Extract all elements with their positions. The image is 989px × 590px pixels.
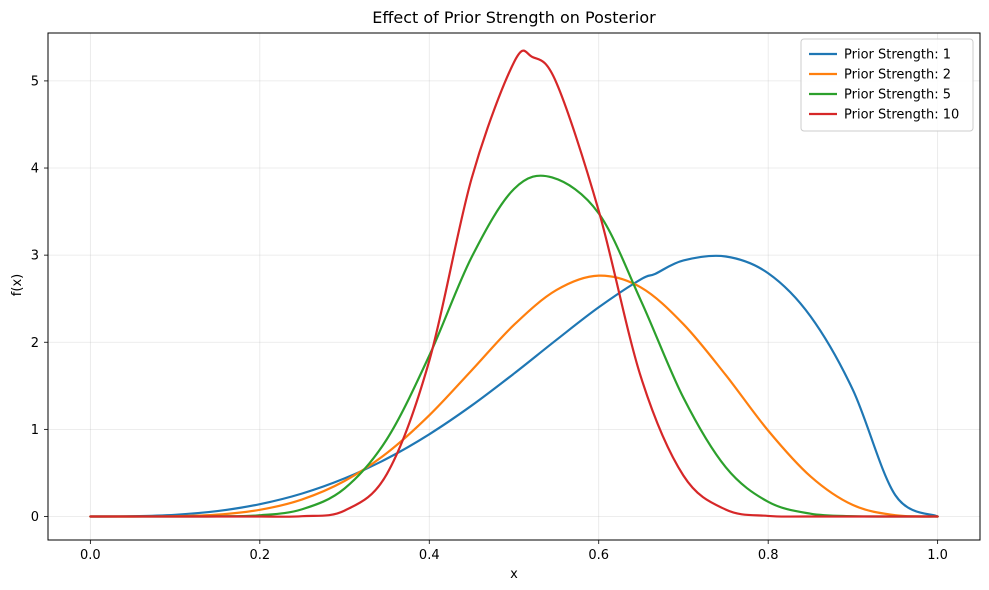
x-tick-label: 0.8: [758, 548, 779, 563]
series-line-prior-strength-5: [89, 174, 939, 518]
x-tick-label: 0.2: [249, 548, 270, 563]
y-tick-label: 0: [31, 510, 39, 525]
series-lines: [89, 49, 939, 518]
chart-title: Effect of Prior Strength on Posterior: [372, 8, 656, 27]
legend-label: Prior Strength: 2: [844, 68, 951, 83]
x-tick-label: 0.0: [80, 548, 101, 563]
y-tick-label: 3: [31, 249, 39, 264]
legend: Prior Strength: 1 Prior Strength: 2 Prior …: [800, 38, 974, 132]
series-line-prior-strength-10: [89, 49, 939, 518]
x-tick-label: 0.6: [588, 548, 609, 563]
y-tick-label: 4: [31, 162, 39, 177]
y-tick-label: 1: [31, 423, 39, 438]
series-line-prior-strength-1: [89, 254, 939, 518]
plot-area-frame: [47, 32, 981, 541]
x-axis-label: x: [510, 567, 518, 582]
x-tick-label: 1.0: [927, 548, 948, 563]
legend-label: Prior Strength: 10: [844, 108, 959, 123]
y-tick-label: 2: [31, 336, 39, 351]
y-axis-label: f(x): [10, 274, 25, 296]
y-tick-label: 5: [31, 74, 39, 89]
legend-label: Prior Strength: 1: [844, 48, 951, 63]
axis-ticks: 0.0 0.2 0.4 0.6 0.8 1.0 0 1 2 3 4 5: [31, 74, 948, 563]
legend-box: [800, 38, 974, 132]
legend-label: Prior Strength: 5: [844, 88, 951, 103]
x-tick-label: 0.4: [419, 548, 440, 563]
series-line-prior-strength-2: [89, 274, 939, 518]
